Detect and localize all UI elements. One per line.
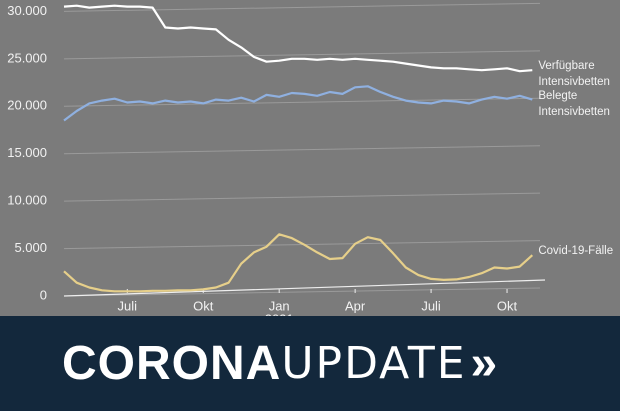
x-tick-label: Okt	[193, 298, 214, 313]
y-tick-label: 5.000	[14, 240, 47, 255]
brand: CORONA	[62, 337, 282, 390]
y-tick-label: 25.000	[7, 50, 47, 65]
x-tick-label: Jan	[269, 298, 290, 313]
year-label: 2021	[265, 311, 294, 316]
grid-line	[63, 287, 541, 297]
series-line	[63, 4, 533, 73]
x-tick-label: Juli	[421, 298, 441, 313]
y-tick-label: 30.000	[7, 3, 47, 18]
grid-line	[63, 50, 541, 60]
series-line	[63, 85, 533, 122]
brand-mark: »	[470, 337, 499, 390]
x-tick-label: Juli	[118, 298, 138, 313]
x-axis	[63, 279, 546, 297]
banner: CORONA UPDATE»	[0, 316, 620, 411]
grid-line	[63, 97, 541, 107]
series-label: Belegte Intensivbetten	[538, 89, 610, 118]
x-tick-label: Okt	[497, 298, 518, 313]
y-tick-label: 15.000	[7, 145, 47, 160]
series-line	[63, 233, 534, 293]
grid-line	[63, 145, 541, 155]
grid-line	[63, 2, 541, 12]
series-label: Covid-19-Fälle	[538, 245, 614, 258]
grid-line	[63, 192, 541, 202]
y-tick-label: 20.000	[7, 98, 47, 113]
x-tick-label: Apr	[345, 298, 366, 313]
chart: 0 5.000 10.000 15.000 20.000 25.000 30.000 Juli…	[7, 2, 546, 316]
y-tick-label: 10.000	[7, 193, 47, 208]
series-label: Verfügbare Intensivbetten	[538, 60, 610, 89]
brand-suffix: UPDATE	[281, 338, 467, 389]
y-tick-label: 0	[40, 287, 47, 302]
